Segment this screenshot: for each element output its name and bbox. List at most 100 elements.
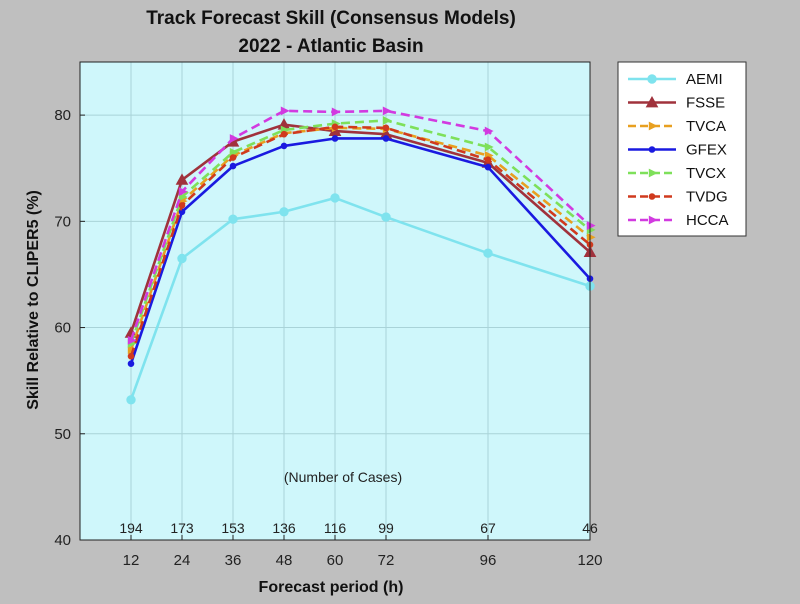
data-point-aemi xyxy=(330,193,340,203)
series-line-fsse xyxy=(129,123,591,334)
data-point-gfex xyxy=(484,163,492,171)
x-axis-label: Forecast period (h) xyxy=(259,579,404,596)
legend-label: TVDG xyxy=(686,189,728,206)
y-tick-labels: 40 50 60 70 80 xyxy=(54,107,85,549)
data-point-tvcx xyxy=(484,142,494,152)
series-line-gfex xyxy=(129,137,591,365)
series-line-tvdg xyxy=(129,125,591,357)
data-point-hcca xyxy=(484,126,494,136)
data-point-hcca xyxy=(382,106,392,116)
y-tick-label: 40 xyxy=(54,532,71,549)
case-count: 116 xyxy=(324,520,347,536)
x-tick-label: 36 xyxy=(225,552,242,569)
data-point-gfex xyxy=(382,135,390,142)
cases-label: (Number of Cases) xyxy=(284,469,402,485)
data-point-hcca xyxy=(586,221,596,230)
x-tick-label: 60 xyxy=(327,552,344,569)
legend-item-aemi: AEMI xyxy=(628,71,723,88)
series-tvdg xyxy=(127,123,594,360)
data-point-aemi xyxy=(177,253,187,264)
legend-item-fsse: FSSE xyxy=(628,95,725,112)
data-point-hcca xyxy=(331,107,341,117)
legend-marker xyxy=(648,121,658,131)
case-count: 136 xyxy=(272,520,296,536)
data-point-aemi xyxy=(483,248,493,258)
legend-label: GFEX xyxy=(686,142,727,159)
y-tick-label: 60 xyxy=(54,320,71,337)
data-point-tvcx xyxy=(178,192,188,202)
data-point-hcca xyxy=(229,134,239,143)
series-hcca xyxy=(127,106,596,345)
legend-label: FSSE xyxy=(686,95,725,112)
y-axis-label: Skill Relative to CLIPER5 (%) xyxy=(25,190,42,410)
legend-item-tvdg: TVDG xyxy=(628,189,728,206)
data-point-gfex xyxy=(229,162,237,170)
x-tick-label: 12 xyxy=(123,552,140,569)
case-counts: 194 173 153 136 116 99 67 46 xyxy=(119,520,598,536)
data-point-hcca xyxy=(178,187,188,197)
data-point-gfex xyxy=(331,135,339,142)
legend-marker xyxy=(648,146,656,153)
series-aemi xyxy=(126,193,595,405)
data-point-gfex xyxy=(280,142,288,150)
legend-label: TVCX xyxy=(686,165,726,182)
legend-label: AEMI xyxy=(686,71,723,88)
data-point-aemi xyxy=(228,214,238,224)
legend-item-tvcx: TVCX xyxy=(628,165,726,182)
case-count: 67 xyxy=(480,520,496,536)
case-count: 46 xyxy=(582,520,598,536)
data-point-tvdg xyxy=(382,124,390,132)
legend-marker xyxy=(647,74,657,84)
legend-marker xyxy=(648,193,656,200)
series-line-tvca xyxy=(129,126,591,351)
data-point-tvdg xyxy=(178,202,186,209)
data-point-hcca xyxy=(127,335,137,345)
data-point-tvca xyxy=(586,232,596,242)
legend: AEMI FSSE TVCA GFEX TVCX TVDG HCCA xyxy=(617,61,747,237)
case-count: 173 xyxy=(170,520,194,536)
case-count: 194 xyxy=(119,520,143,536)
data-point-fsse xyxy=(175,173,189,185)
data-point-tvdg xyxy=(127,352,135,360)
chart-title-line-2: 2022 - Atlantic Basin xyxy=(238,36,423,57)
legend-marker xyxy=(645,95,659,108)
data-point-tvdg xyxy=(229,154,237,161)
case-count: 99 xyxy=(378,520,394,536)
data-point-tvdg xyxy=(484,156,492,164)
x-tick-label: 48 xyxy=(276,552,293,569)
x-tick-label: 120 xyxy=(577,552,602,569)
series-line-hcca xyxy=(129,109,591,341)
series-gfex xyxy=(127,135,594,367)
data-point-tvdg xyxy=(331,123,339,131)
chart-title-line-1: Track Forecast Skill (Consensus Models) xyxy=(146,8,516,29)
series-layer xyxy=(124,106,597,405)
series-line-tvcx xyxy=(129,119,591,344)
data-point-hcca xyxy=(280,106,290,116)
data-point-tvdg xyxy=(280,130,288,138)
legend-item-tvca: TVCA xyxy=(628,118,726,135)
legend-marker xyxy=(648,215,658,225)
x-tick-labels: 12 24 36 48 60 72 96 120 xyxy=(123,535,603,569)
legend-item-hcca: HCCA xyxy=(628,212,729,229)
data-point-aemi xyxy=(126,395,136,405)
x-tick-label: 24 xyxy=(174,552,191,569)
series-line-aemi xyxy=(129,196,591,401)
legend-label: HCCA xyxy=(686,212,729,229)
data-point-tvcx xyxy=(382,116,392,125)
data-point-aemi xyxy=(381,212,391,222)
x-tick-label: 72 xyxy=(378,552,395,569)
y-tick-label: 80 xyxy=(54,107,71,124)
legend-item-gfex: GFEX xyxy=(628,142,727,159)
x-tick-label: 96 xyxy=(480,552,497,569)
y-tick-label: 70 xyxy=(54,213,71,230)
data-point-tvcx xyxy=(229,147,239,157)
legend-marker xyxy=(648,168,658,178)
data-point-gfex xyxy=(127,360,135,367)
series-tvcx xyxy=(127,116,596,348)
case-count: 153 xyxy=(221,520,245,536)
data-point-aemi xyxy=(279,207,289,217)
legend-label: TVCA xyxy=(686,118,726,135)
y-tick-label: 50 xyxy=(54,426,71,443)
